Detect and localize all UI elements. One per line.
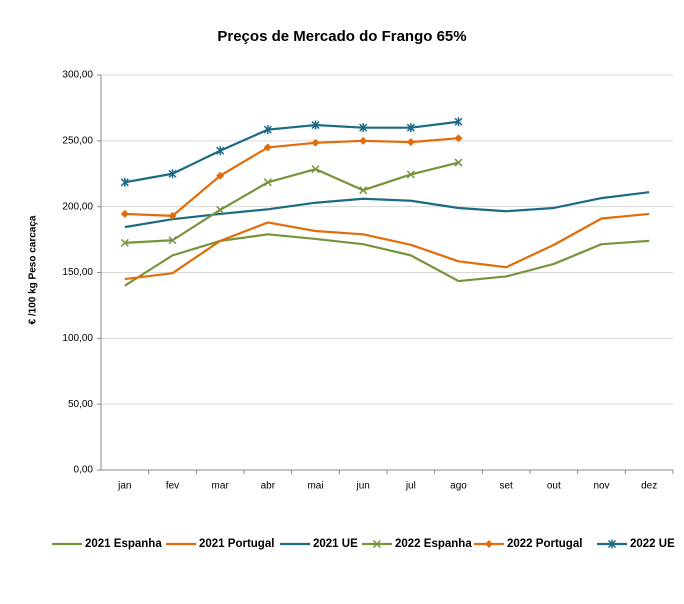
x-tick-label: fev: [166, 481, 179, 492]
series-line: [124, 233, 650, 287]
marker: [372, 539, 382, 549]
legend-label: 2022 Espanha: [395, 538, 472, 550]
legend-label: 2022 UE: [630, 538, 675, 550]
x-tick-label: mai: [307, 481, 323, 492]
marker: [263, 178, 272, 187]
legend-label: 2022 Portugal: [507, 538, 582, 550]
y-tick-label: 200,00: [62, 201, 93, 212]
marker: [216, 146, 225, 156]
y-tick-label: 250,00: [62, 135, 93, 146]
legend-label: 2021 Portugal: [199, 538, 274, 550]
series-line: [124, 137, 459, 217]
marker: [311, 138, 320, 147]
marker: [311, 165, 320, 174]
marker: [607, 539, 617, 549]
marker: [359, 136, 368, 145]
legend-label: 2021 UE: [313, 538, 358, 550]
marker: [454, 117, 463, 127]
y-tick-label: 50,00: [68, 399, 93, 410]
y-axis-label: € /100 kg Peso carcaça: [28, 215, 39, 324]
marker: [263, 143, 272, 152]
y-tick-label: 100,00: [62, 333, 93, 344]
x-tick-label: ago: [450, 481, 467, 492]
marker: [216, 205, 225, 214]
x-tick-label: nov: [593, 481, 609, 492]
marker: [359, 123, 368, 133]
y-tick-label: 150,00: [62, 267, 93, 278]
marker: [120, 209, 129, 218]
x-tick-label: set: [499, 481, 513, 492]
x-tick-label: mar: [212, 481, 230, 492]
x-tick-label: dez: [641, 481, 657, 492]
marker: [168, 169, 177, 179]
marker: [406, 170, 415, 179]
marker: [311, 120, 320, 130]
x-tick-label: out: [547, 481, 561, 492]
marker: [263, 125, 272, 135]
x-tick-label: jul: [405, 481, 416, 492]
marker: [406, 138, 415, 147]
x-tick-label: abr: [261, 481, 276, 492]
chart-title: Preços de Mercado do Frango 65%: [217, 28, 466, 45]
series-line: [124, 212, 650, 281]
y-tick-label: 300,00: [62, 70, 93, 81]
marker: [216, 171, 225, 180]
series-line: [124, 120, 459, 184]
x-tick-label: jun: [355, 481, 369, 492]
x-tick-label: jan: [117, 481, 131, 492]
marker: [120, 238, 129, 247]
marker: [454, 158, 463, 167]
marker: [120, 177, 129, 187]
marker: [359, 186, 368, 195]
marker: [485, 540, 493, 548]
marker: [168, 211, 177, 220]
marker: [168, 236, 177, 245]
legend-label: 2021 Espanha: [85, 538, 162, 550]
marker: [454, 134, 463, 143]
marker: [406, 123, 415, 133]
y-tick-label: 0,00: [74, 465, 94, 476]
series-line: [124, 161, 459, 244]
